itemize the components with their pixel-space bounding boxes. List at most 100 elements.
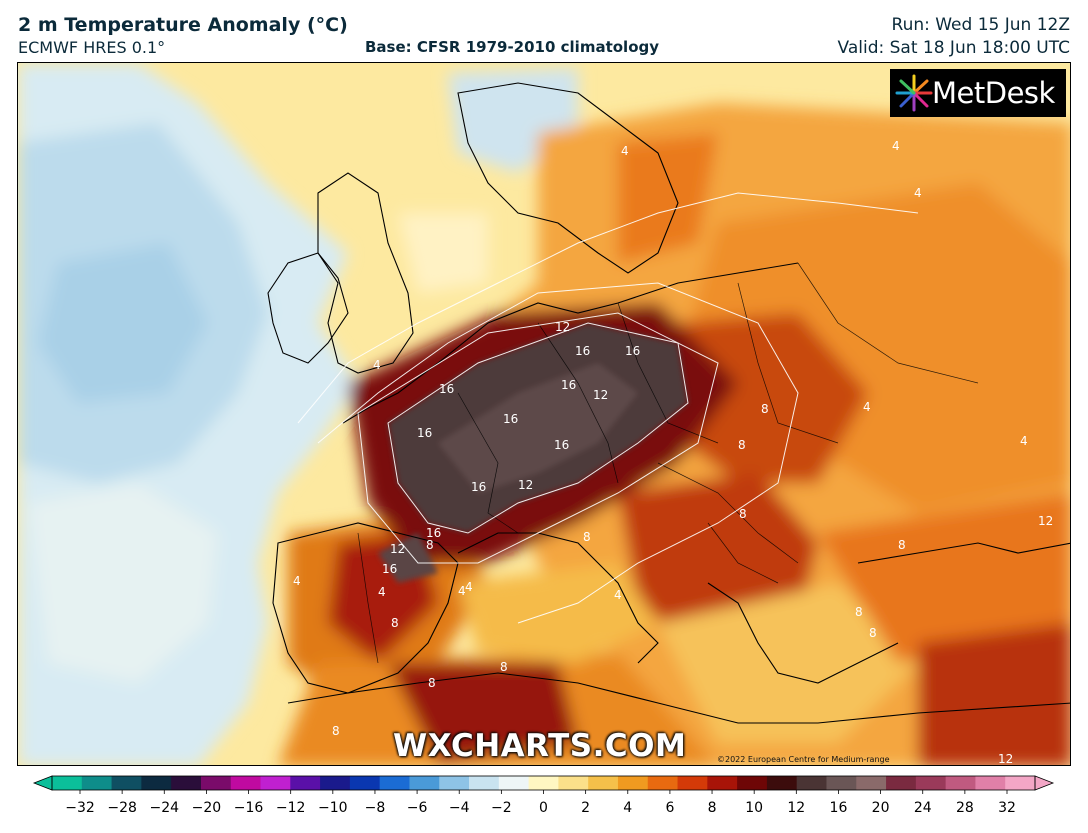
colorbar-swatch (171, 776, 202, 790)
coastlines (267, 82, 1070, 724)
colorbar-swatch (945, 776, 976, 790)
logo-text: MetDesk (932, 76, 1055, 110)
colorbar-tick-label: −2 (491, 800, 512, 816)
contour-label: 4 (914, 186, 922, 200)
contour-16c (387, 322, 689, 534)
contour-label: 16 (561, 378, 576, 392)
colorbar-tick-labels: −32 −28 −24 −20 −16 −12 −10 −8 −6 −4 −2 0 2 4 6 8 10 12 16… (65, 790, 1016, 816)
colorbar-swatch (379, 776, 410, 790)
contour-label: 8 (855, 605, 863, 619)
turkey-warm (818, 493, 1070, 663)
extreme-anomaly-inner (438, 363, 638, 493)
colorbar-tick-label: 2 (581, 800, 590, 816)
contour-label: 12 (518, 478, 533, 492)
colorbar-swatch (766, 776, 798, 790)
sweden-warm (618, 133, 718, 263)
map-canvas: 12 16 16 16 16 12 16 16 16 12 16 16 12 1… (18, 63, 1070, 766)
colorbar-tick-label: 12 (787, 800, 805, 816)
colorbar-swatch (826, 776, 857, 790)
ireland-coast (267, 252, 349, 364)
colorbar-high-arrow (1034, 775, 1055, 791)
aegean-mild (658, 583, 918, 743)
contour-label: 4 (458, 584, 466, 598)
colorbar-swatches (52, 776, 1036, 790)
model-label: ECMWF HRES 0.1° (18, 38, 166, 57)
climatology-base-label: Base: CFSR 1979-2010 climatology (365, 38, 660, 56)
contour-label: 4 (373, 358, 381, 372)
north-africa-coast (287, 672, 1070, 724)
east-europe-warm (678, 183, 1070, 513)
colorbar-tick-label: 4 (623, 800, 632, 816)
contour-label: 4 (863, 400, 871, 414)
north-europe-coast (342, 262, 799, 424)
contour-label: 4 (293, 574, 301, 588)
italy-coast (457, 532, 659, 664)
colorbar-tick-label: 24 (914, 800, 932, 816)
iberia-coast (272, 522, 459, 694)
contour-label: 4 (614, 588, 622, 602)
mediterranean-sea (458, 563, 658, 663)
contour-label: 8 (738, 438, 746, 452)
contour-8c (317, 282, 799, 624)
anomaly-map: 12 16 16 16 16 12 16 16 16 12 16 16 12 1… (17, 62, 1071, 766)
contour-label: 16 (471, 480, 486, 494)
metdesk-logo: MetDesk (890, 69, 1066, 117)
algeria-hot (388, 663, 578, 763)
wxcharts-watermark: WXCHARTS.COM (393, 728, 687, 764)
contour-label: 12 (593, 388, 608, 402)
colorbar-tick-label: −4 (449, 800, 470, 816)
colorbar-tick-label: −20 (192, 800, 222, 816)
colorbar: −32 −28 −24 −20 −16 −12 −10 −8 −6 −4 −2 0 2 4 6 8 10 12 16… (32, 775, 1055, 816)
contour-label: 4 (1020, 434, 1028, 448)
contour-label: 16 (439, 382, 454, 396)
colorbar-swatch (796, 776, 827, 790)
north-sea-neutral (398, 213, 488, 293)
contour-label: 8 (739, 507, 747, 521)
atlantic-south-cool (28, 483, 218, 683)
colorbar-swatch (558, 776, 589, 790)
contour-label: 8 (761, 402, 769, 416)
colorbar-swatch (707, 776, 738, 790)
colorbar-tick-label: 28 (956, 800, 974, 816)
colorbar-tick-label: −16 (234, 800, 264, 816)
contour-label: 16 (554, 438, 569, 452)
contour-label: 8 (332, 724, 340, 738)
contour-label: 12 (1038, 514, 1053, 528)
contour-label: 8 (391, 616, 399, 630)
colorbar-swatch (886, 776, 917, 790)
colorbar-tick-label: −12 (276, 800, 306, 816)
contour-label: 16 (575, 344, 590, 358)
colorbar-tick-label: −10 (318, 800, 348, 816)
copyright-notice: ©2022 European Centre for Medium-range (717, 755, 890, 764)
colorbar-tick-label: −8 (365, 800, 386, 816)
contour-label: 8 (500, 660, 508, 674)
contour-label: 12 (998, 752, 1013, 766)
contour-label: 8 (898, 538, 906, 552)
contour-label: 4 (378, 585, 386, 599)
colorbar-tick-label: 0 (539, 800, 548, 816)
middle-east-hot (918, 623, 1070, 765)
colorbar-swatch (439, 776, 470, 790)
colorbar-swatch (81, 776, 113, 790)
valid-time-label: Valid: Sat 18 Jun 18:00 UTC (837, 38, 1070, 58)
contour-label: 16 (426, 526, 441, 540)
contour-label: 8 (428, 676, 436, 690)
contour-label: 16 (382, 562, 397, 576)
contour-label: 4 (465, 580, 473, 594)
colorbar-swatch (469, 776, 500, 790)
colorbar-tick-label: 20 (872, 800, 890, 816)
colorbar-swatch (409, 776, 440, 790)
contour-label: 8 (426, 538, 434, 552)
colorbar-swatch (677, 776, 708, 790)
britain-coast (317, 172, 414, 374)
colorbar-swatch (230, 776, 262, 790)
colorbar-swatch (320, 776, 351, 790)
contour-label: 4 (621, 144, 629, 158)
scandinavia-coast (457, 82, 679, 274)
colorbar-tick-label: −6 (407, 800, 428, 816)
contour-label: 12 (555, 320, 570, 334)
colorbar-swatch (349, 776, 381, 790)
colorbar-tick-label: 8 (708, 800, 717, 816)
colorbar-swatch (498, 776, 530, 790)
colorbar-swatch (737, 776, 768, 790)
